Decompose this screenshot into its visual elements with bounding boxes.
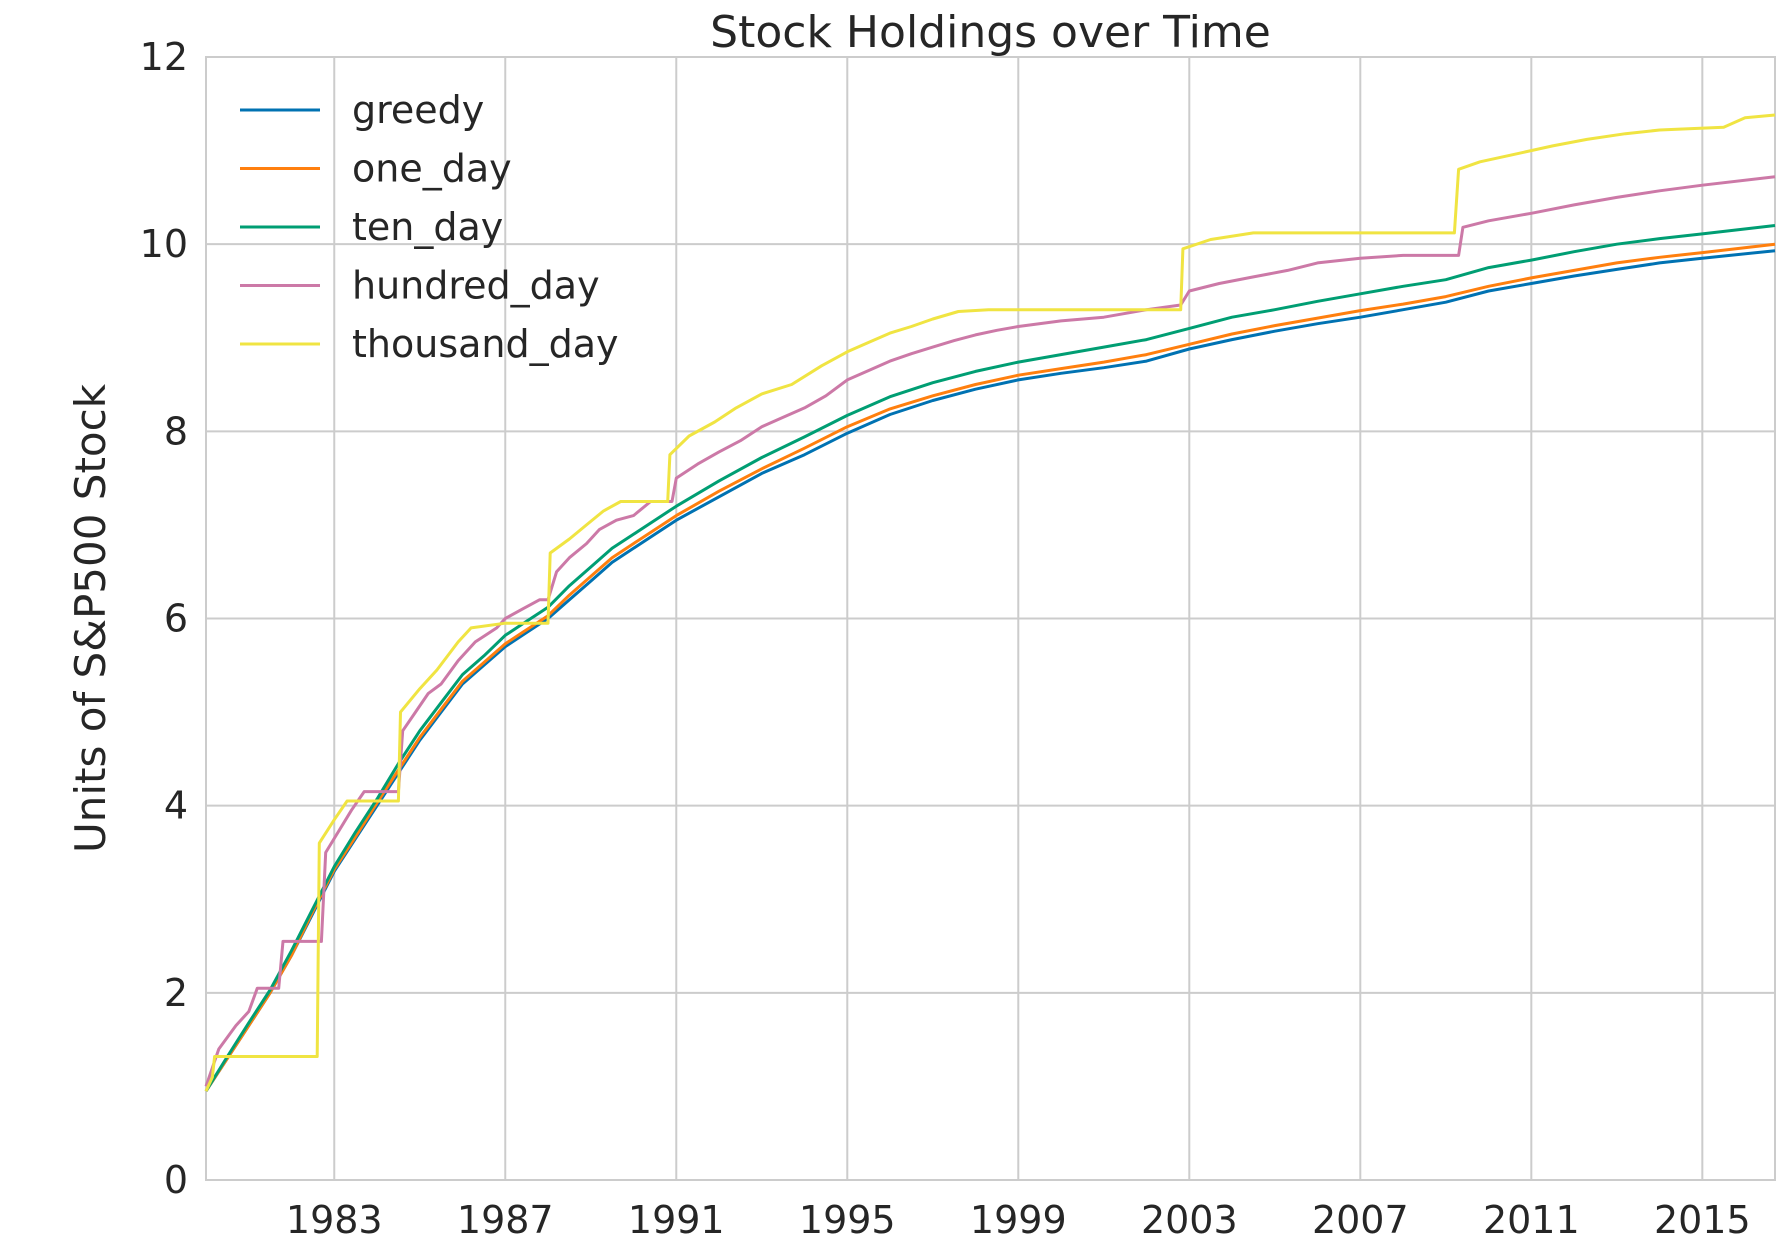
y-tick-label: 4 xyxy=(164,784,188,828)
plot-area-frame xyxy=(205,56,1776,1181)
y-tick-label: 8 xyxy=(164,409,188,453)
legend-label-ten-day: ten_day xyxy=(352,205,503,249)
legend-label-greedy: greedy xyxy=(352,88,484,132)
series-group xyxy=(204,113,1776,1092)
series-line-hundred-day xyxy=(204,175,1776,1087)
chart-title: Stock Holdings over Time xyxy=(710,7,1271,58)
y-tick-label: 10 xyxy=(140,222,188,266)
y-tick-label: 12 xyxy=(140,35,188,79)
legend-label-thousand-day: thousand_day xyxy=(352,322,619,366)
x-axis-ticks: 1983 1987 1991 1995 1999 2003 2007 2011 2015 xyxy=(286,1198,1751,1242)
series-line-one-day xyxy=(204,242,1776,1092)
series-line-ten-day xyxy=(204,224,1776,1092)
series-line-greedy xyxy=(204,249,1776,1092)
x-tick-label: 1991 xyxy=(628,1198,725,1242)
y-tick-label: 0 xyxy=(164,1158,188,1202)
y-tick-label: 2 xyxy=(164,971,188,1015)
x-tick-label: 1987 xyxy=(457,1198,554,1242)
y-axis-ticks: 0 2 4 6 8 10 12 xyxy=(140,35,188,1202)
y-tick-label: 6 xyxy=(164,597,188,641)
x-tick-label: 1983 xyxy=(286,1198,383,1242)
legend-label-hundred-day: hundred_day xyxy=(352,264,600,308)
x-tick-label: 2003 xyxy=(1141,1198,1238,1242)
legend: greedy one_day ten_day hundred_day thousand_… xyxy=(240,88,619,366)
x-tick-label: 1995 xyxy=(799,1198,896,1242)
y-axis-label: Units of S&P500 Stock xyxy=(66,383,115,853)
x-tick-label: 2011 xyxy=(1483,1198,1580,1242)
legend-label-one-day: one_day xyxy=(352,147,512,191)
series-line-thousand-day xyxy=(204,113,1776,1092)
x-tick-label: 1999 xyxy=(970,1198,1067,1242)
x-tick-label: 2007 xyxy=(1312,1198,1409,1242)
grid xyxy=(206,56,1775,1181)
x-tick-label: 2015 xyxy=(1654,1198,1751,1242)
